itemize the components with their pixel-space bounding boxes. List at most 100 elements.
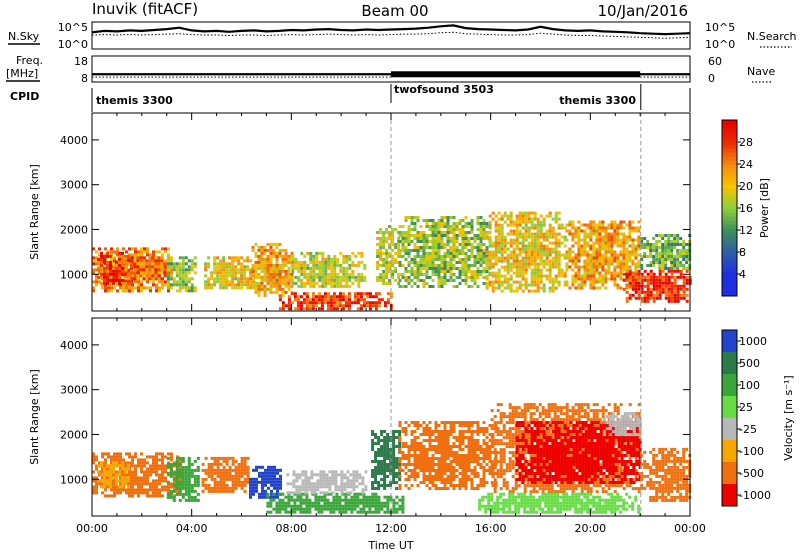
heatmap-cell bbox=[328, 476, 332, 480]
heatmap-cell bbox=[616, 241, 620, 245]
heatmap-cell bbox=[175, 462, 179, 466]
heatmap-cell bbox=[458, 436, 462, 439]
heatmap-cell bbox=[419, 246, 423, 249]
heatmap-cell bbox=[146, 467, 149, 471]
heatmap-cell bbox=[243, 471, 247, 475]
heatmap-cell bbox=[461, 225, 465, 228]
heatmap-cell bbox=[404, 463, 408, 466]
heatmap-cell bbox=[554, 211, 558, 215]
heatmap-cell bbox=[175, 456, 179, 460]
heatmap-cell bbox=[449, 478, 453, 481]
heatmap-cell bbox=[470, 472, 474, 475]
heatmap-cell bbox=[592, 226, 596, 230]
heatmap-cell bbox=[136, 259, 140, 263]
heatmap-cell bbox=[109, 266, 112, 270]
heatmap-cell bbox=[187, 271, 191, 275]
heatmap-cell bbox=[586, 241, 590, 245]
heatmap-cell bbox=[103, 254, 106, 258]
heatmap-cell bbox=[652, 237, 656, 240]
heatmap-cell bbox=[304, 479, 308, 483]
heatmap-cell bbox=[131, 253, 134, 257]
heatmap-cell bbox=[601, 244, 605, 248]
heatmap-cell bbox=[583, 271, 587, 275]
heatmap-cell bbox=[394, 258, 398, 261]
heatmap-cell bbox=[503, 286, 507, 290]
heatmap-cell bbox=[231, 459, 235, 463]
velocity-cells bbox=[92, 403, 692, 514]
colorbar-cell bbox=[722, 252, 737, 257]
heatmap-cell bbox=[374, 457, 378, 460]
heatmap-cell bbox=[637, 220, 641, 224]
heatmap-cell bbox=[491, 274, 495, 278]
heatmap-cell bbox=[155, 482, 158, 486]
heatmap-cell bbox=[491, 283, 495, 287]
heatmap-cell bbox=[416, 472, 420, 475]
heatmap-cell bbox=[181, 280, 185, 284]
heatmap-cell bbox=[391, 261, 395, 264]
heatmap-cell bbox=[458, 219, 462, 222]
heatmap-cell bbox=[416, 273, 420, 276]
heatmap-cell bbox=[667, 290, 671, 294]
heatmap-cell bbox=[140, 280, 143, 284]
heatmap-cell bbox=[154, 265, 158, 269]
heatmap-cell bbox=[266, 272, 270, 276]
heatmap-cell bbox=[225, 468, 229, 472]
heatmap-cell bbox=[577, 247, 581, 251]
heatmap-cell bbox=[568, 232, 572, 236]
heatmap-cell bbox=[545, 235, 549, 239]
heatmap-cell bbox=[458, 460, 462, 463]
heatmap-cell bbox=[604, 247, 608, 251]
heatmap-cell bbox=[225, 474, 229, 478]
heatmap-cell bbox=[297, 278, 301, 282]
heatmap-cell bbox=[685, 243, 689, 246]
heatmap-cell bbox=[101, 452, 104, 456]
nave-top-tick: 60 bbox=[708, 55, 722, 68]
heatmap-cell bbox=[583, 241, 587, 245]
heatmap-cell bbox=[554, 241, 558, 245]
heatmap-cell bbox=[100, 257, 103, 261]
heatmap-cell bbox=[413, 442, 417, 445]
heatmap-cell bbox=[335, 295, 339, 299]
heatmap-cell bbox=[610, 232, 614, 236]
heatmap-cell bbox=[104, 286, 107, 290]
heatmap-cell bbox=[437, 234, 441, 237]
heatmap-cell bbox=[539, 232, 543, 236]
heatmap-cell bbox=[622, 244, 626, 248]
heatmap-cell bbox=[181, 274, 185, 278]
heatmap-cell bbox=[103, 482, 106, 486]
heatmap-cell bbox=[115, 263, 118, 267]
heatmap-cell bbox=[398, 249, 402, 252]
heatmap-cell bbox=[619, 253, 623, 257]
heatmap-cell bbox=[500, 256, 504, 260]
heatmap-cell bbox=[628, 220, 632, 224]
heatmap-cell bbox=[187, 492, 191, 496]
heatmap-cell bbox=[225, 283, 229, 287]
heatmap-cell bbox=[440, 448, 444, 451]
heatmap-cell bbox=[228, 268, 232, 272]
heatmap-cell bbox=[589, 283, 593, 287]
heatmap-cell bbox=[616, 274, 620, 278]
heatmap-cell bbox=[125, 289, 128, 293]
heatmap-cell bbox=[125, 286, 128, 290]
heatmap-cell bbox=[422, 481, 426, 484]
heatmap-cell bbox=[116, 247, 119, 251]
heatmap-cell bbox=[143, 286, 146, 290]
heatmap-cell bbox=[649, 246, 653, 249]
heatmap-cell bbox=[112, 278, 115, 282]
heatmap-cell bbox=[234, 268, 238, 272]
heatmap-cell bbox=[263, 293, 267, 297]
colorbar-cell bbox=[722, 216, 737, 221]
heatmap-cell bbox=[140, 253, 143, 257]
heatmap-cell bbox=[341, 298, 345, 302]
heatmap-cell bbox=[407, 457, 411, 460]
heatmap-cell bbox=[515, 259, 519, 263]
heatmap-cell bbox=[425, 451, 429, 454]
heatmap-cell bbox=[296, 298, 300, 302]
heatmap-cell bbox=[565, 250, 569, 254]
heatmap-cell bbox=[266, 254, 270, 258]
heatmap-cell bbox=[413, 445, 417, 448]
heatmap-cell bbox=[404, 457, 408, 460]
heatmap-cell bbox=[323, 301, 327, 305]
heatmap-cell bbox=[116, 458, 119, 462]
heatmap-cell bbox=[142, 271, 146, 275]
